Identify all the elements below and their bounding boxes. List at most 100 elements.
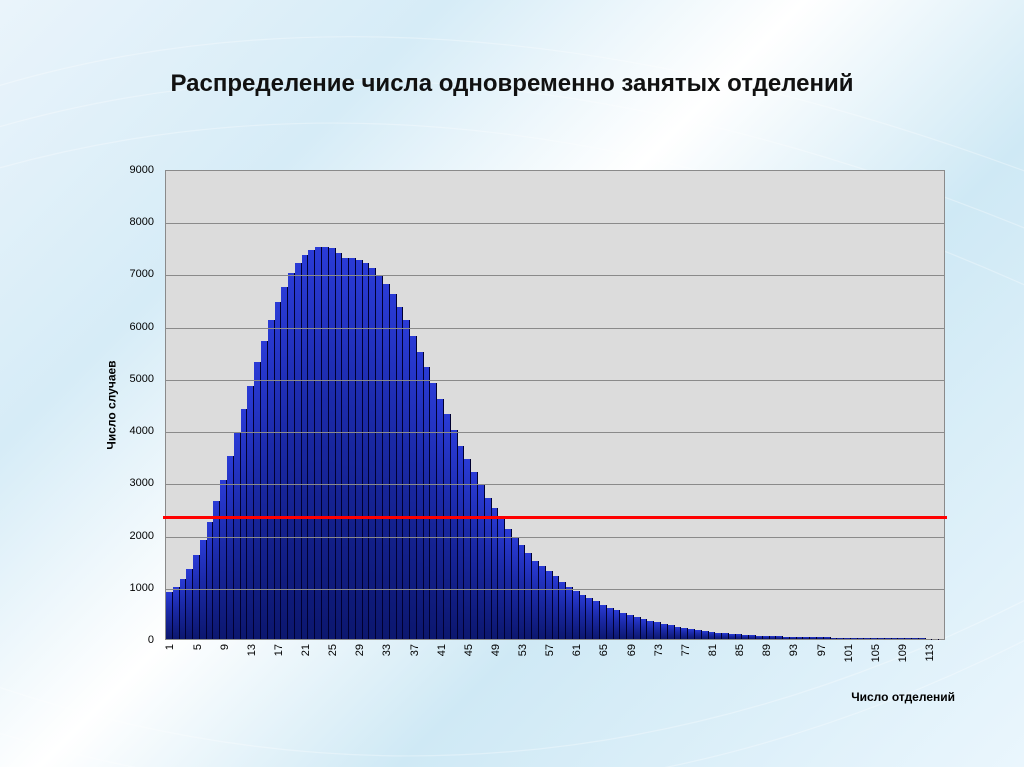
histogram-bar xyxy=(790,637,797,639)
histogram-bar xyxy=(776,636,783,639)
histogram-bar xyxy=(444,414,451,639)
histogram-bar xyxy=(430,383,437,639)
histogram-bar xyxy=(329,248,336,639)
y-tick-label: 0 xyxy=(94,634,154,646)
grid-line xyxy=(166,432,944,433)
histogram-bar xyxy=(736,634,743,639)
histogram-bar xyxy=(254,362,261,639)
x-tick-label: 13 xyxy=(246,644,258,656)
histogram-bar xyxy=(166,592,173,639)
histogram-bar xyxy=(383,284,390,639)
histogram-bar xyxy=(336,253,343,639)
histogram-bar xyxy=(315,247,322,639)
histogram-bar xyxy=(505,529,512,639)
histogram-bar xyxy=(756,636,763,639)
histogram-bar xyxy=(580,595,587,639)
reference-line xyxy=(163,516,947,519)
x-tick-label: 85 xyxy=(734,644,746,656)
histogram-bar xyxy=(675,627,682,639)
x-tick-label: 65 xyxy=(598,644,610,656)
histogram-bar xyxy=(797,637,804,639)
histogram-bar xyxy=(553,576,560,639)
histogram-bar xyxy=(193,555,200,639)
histogram-bar xyxy=(661,624,668,639)
x-tick-label: 97 xyxy=(816,644,828,656)
histogram-bar xyxy=(186,569,193,640)
histogram-bar xyxy=(729,634,736,639)
histogram-bar xyxy=(871,638,878,639)
histogram-bar xyxy=(831,638,838,639)
histogram-bar xyxy=(654,622,661,639)
histogram-bar xyxy=(614,610,621,639)
histogram-bar xyxy=(844,638,851,639)
histogram-bar xyxy=(451,430,458,639)
x-tick-label: 33 xyxy=(381,644,393,656)
x-tick-label: 45 xyxy=(463,644,475,656)
x-tick-label: 53 xyxy=(517,644,529,656)
y-axis-ticks: 0100020003000400050006000700080009000 xyxy=(95,170,160,640)
y-tick-label: 7000 xyxy=(94,268,154,280)
x-tick-label: 41 xyxy=(436,644,448,656)
x-tick-label: 5 xyxy=(192,644,204,650)
histogram-bar xyxy=(247,386,254,639)
histogram-bar xyxy=(803,637,810,639)
histogram-bar xyxy=(878,638,885,639)
y-tick-label: 3000 xyxy=(94,477,154,489)
histogram-bar xyxy=(532,561,539,639)
histogram-bar xyxy=(356,260,363,639)
histogram-bar xyxy=(681,628,688,639)
histogram-bar xyxy=(424,367,431,639)
histogram-bar xyxy=(885,638,892,639)
histogram-bar xyxy=(519,545,526,639)
y-tick-label: 2000 xyxy=(94,530,154,542)
histogram-bar xyxy=(573,591,580,639)
histogram-bar xyxy=(851,638,858,639)
grid-line xyxy=(166,537,944,538)
histogram-bar xyxy=(268,320,275,639)
x-tick-label: 77 xyxy=(680,644,692,656)
histogram-bar xyxy=(586,598,593,639)
x-tick-label: 1 xyxy=(164,644,176,650)
histogram-bar xyxy=(559,582,566,639)
x-tick-label: 29 xyxy=(354,644,366,656)
histogram-chart: Число случаев 01000200030004000500060007… xyxy=(95,160,955,720)
histogram-bar xyxy=(634,617,641,639)
grid-line xyxy=(166,484,944,485)
histogram-bar xyxy=(641,619,648,639)
histogram-bar xyxy=(668,625,675,639)
y-tick-label: 9000 xyxy=(94,164,154,176)
histogram-bar xyxy=(213,501,220,639)
histogram-bar xyxy=(492,508,499,639)
grid-line xyxy=(166,275,944,276)
grid-line xyxy=(166,328,944,329)
histogram-bar xyxy=(369,268,376,639)
histogram-bar xyxy=(593,601,600,639)
grid-line xyxy=(166,223,944,224)
histogram-bar xyxy=(749,635,756,639)
page-title: Распределение числа одновременно занятых… xyxy=(0,70,1024,98)
histogram-bar xyxy=(417,352,424,639)
histogram-bar xyxy=(607,608,614,639)
histogram-bar xyxy=(464,459,471,639)
y-tick-label: 1000 xyxy=(94,582,154,594)
histogram-bar xyxy=(261,341,268,639)
x-tick-label: 69 xyxy=(626,644,638,656)
grid-line xyxy=(166,589,944,590)
histogram-bar xyxy=(892,638,899,639)
histogram-bar xyxy=(295,263,302,639)
histogram-bar xyxy=(220,480,227,639)
histogram-bar xyxy=(858,638,865,639)
histogram-bar xyxy=(620,613,627,639)
y-tick-label: 5000 xyxy=(94,373,154,385)
x-tick-label: 89 xyxy=(761,644,773,656)
histogram-bar xyxy=(546,571,553,639)
histogram-bar xyxy=(308,250,315,639)
histogram-bar xyxy=(898,638,905,639)
y-tick-label: 4000 xyxy=(94,425,154,437)
histogram-bar xyxy=(342,258,349,639)
histogram-bar xyxy=(905,638,912,639)
histogram-bar xyxy=(349,258,356,639)
x-tick-label: 81 xyxy=(707,644,719,656)
histogram-bar xyxy=(695,630,702,639)
histogram-bar xyxy=(363,263,370,639)
